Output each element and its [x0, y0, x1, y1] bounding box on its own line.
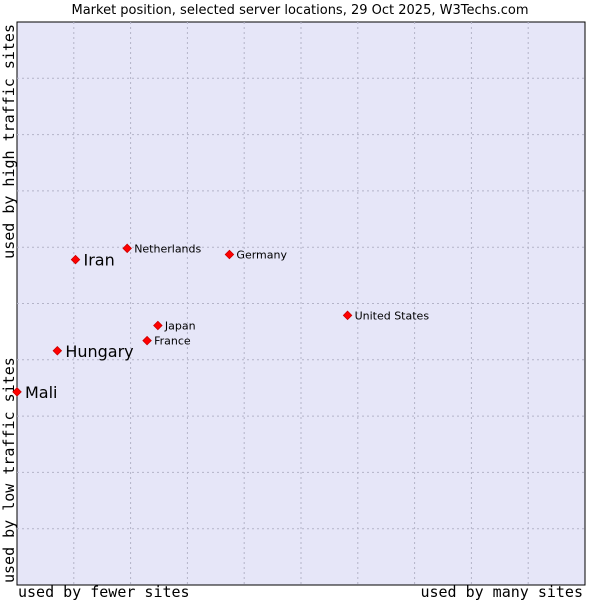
x-axis-label-low: used by fewer sites [18, 583, 190, 600]
point-label-iran: Iran [84, 251, 115, 270]
point-marker-united-states [342, 310, 353, 321]
point-label-united-states: United States [355, 309, 430, 322]
point-marker-hungary [52, 346, 63, 356]
point-label-japan: Japan [164, 319, 196, 332]
point-marker-mali [12, 387, 22, 397]
point-label-germany: Germany [236, 249, 287, 262]
point-label-france: France [154, 335, 191, 348]
point-marker-netherlands [122, 243, 132, 254]
point-marker-germany [224, 249, 235, 260]
y-axis-label-high: used by high traffic sites [0, 24, 18, 259]
chart-title: Market position, selected server locatio… [71, 3, 528, 18]
point-marker-iran [70, 254, 81, 265]
y-axis-label-low: used by low traffic sites [0, 357, 18, 583]
point-label-mali: Mali [25, 383, 58, 402]
x-axis-label-high: used by many sites [420, 583, 583, 600]
point-label-hungary: Hungary [65, 342, 133, 361]
grid-lines [17, 22, 585, 585]
data-points: Netherlands Iran Germany United States Japan… [12, 242, 430, 402]
point-marker-france [142, 335, 152, 346]
point-marker-japan [153, 320, 163, 331]
point-label-netherlands: Netherlands [134, 242, 201, 255]
